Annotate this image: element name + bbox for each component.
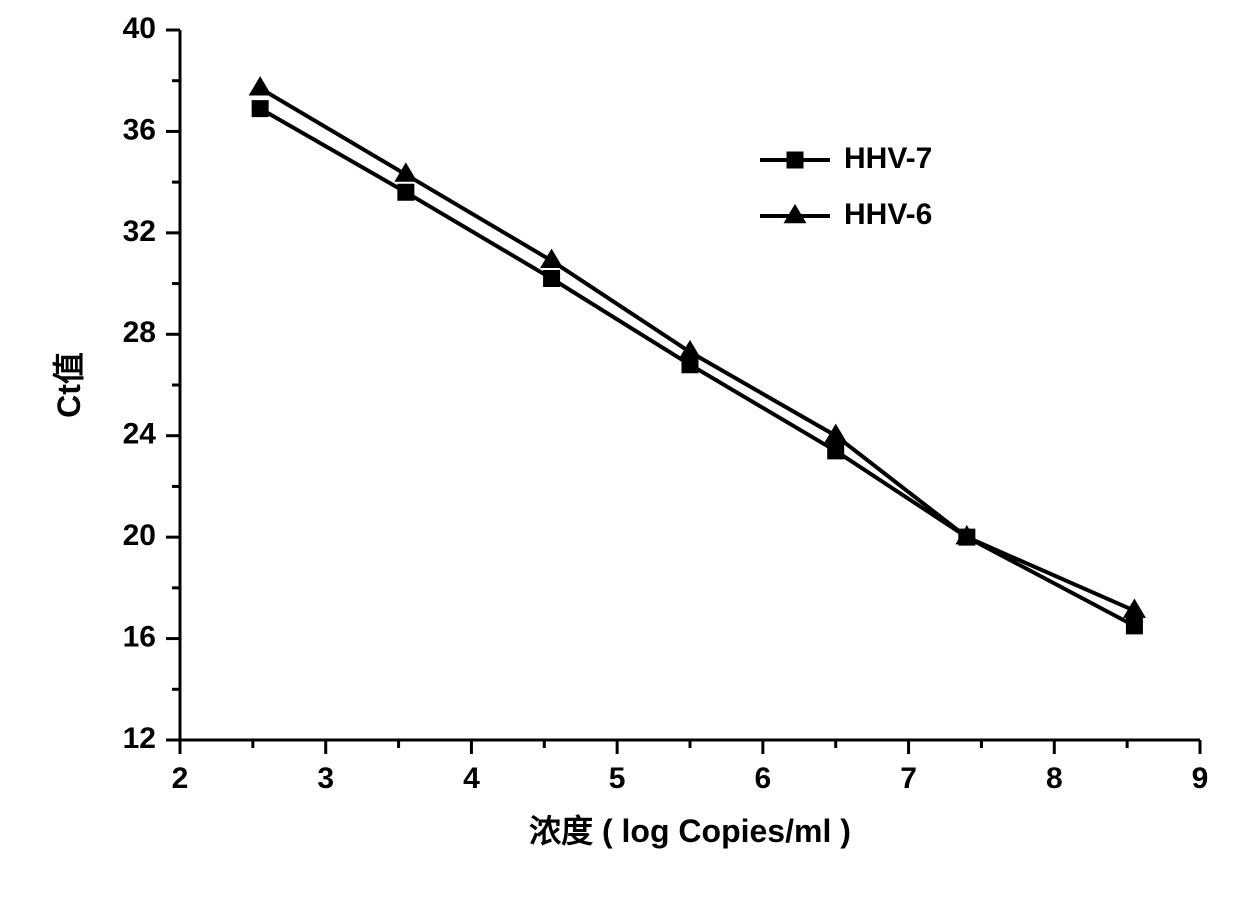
marker-square-icon <box>828 443 844 459</box>
x-tick-label: 4 <box>463 762 480 795</box>
chart-container: 12 16 20 24 28 32 36 40 2 3 4 5 6 7 8 9 浓度 ( log Copies/… <box>0 0 1240 898</box>
legend-label: HHV-6 <box>844 198 932 231</box>
y-axis-label: Ct值 <box>51 352 87 418</box>
x-tick-label: 8 <box>1046 762 1063 795</box>
y-tick-label: 16 <box>123 620 156 653</box>
x-axis-label: 浓度 ( log Copies/ml ) <box>529 813 851 849</box>
legend-marker-square-icon <box>787 152 803 168</box>
line-chart: 12 16 20 24 28 32 36 40 2 3 4 5 6 7 8 9 浓度 ( log Copies/… <box>0 0 1240 898</box>
y-tick-label: 12 <box>123 722 156 755</box>
x-tick-label: 7 <box>900 762 917 795</box>
marker-square-icon <box>544 271 560 287</box>
y-tick-label: 32 <box>123 215 156 248</box>
y-tick-label: 24 <box>123 418 157 451</box>
x-tick-label: 3 <box>317 762 334 795</box>
x-tick-label: 6 <box>755 762 772 795</box>
marker-square-icon <box>398 184 414 200</box>
y-tick-label: 28 <box>123 316 156 349</box>
marker-square-icon <box>252 101 268 117</box>
y-tick-label: 20 <box>123 519 156 552</box>
x-tick-label: 9 <box>1192 762 1209 795</box>
x-tick-label: 2 <box>172 762 189 795</box>
x-tick-label: 5 <box>609 762 626 795</box>
legend-label: HHV-7 <box>844 142 932 175</box>
y-tick-label: 36 <box>123 113 156 146</box>
marker-square-icon <box>1126 618 1142 634</box>
y-tick-label: 40 <box>123 12 156 45</box>
